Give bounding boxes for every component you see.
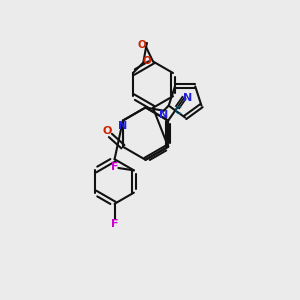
Text: O: O	[143, 56, 152, 66]
Text: F: F	[110, 162, 118, 172]
Text: O: O	[103, 126, 112, 136]
Text: N: N	[159, 110, 168, 121]
Text: N: N	[183, 93, 193, 103]
Text: F: F	[111, 219, 118, 229]
Text: O: O	[137, 40, 146, 50]
Text: C: C	[174, 106, 181, 116]
Text: N: N	[118, 121, 128, 131]
